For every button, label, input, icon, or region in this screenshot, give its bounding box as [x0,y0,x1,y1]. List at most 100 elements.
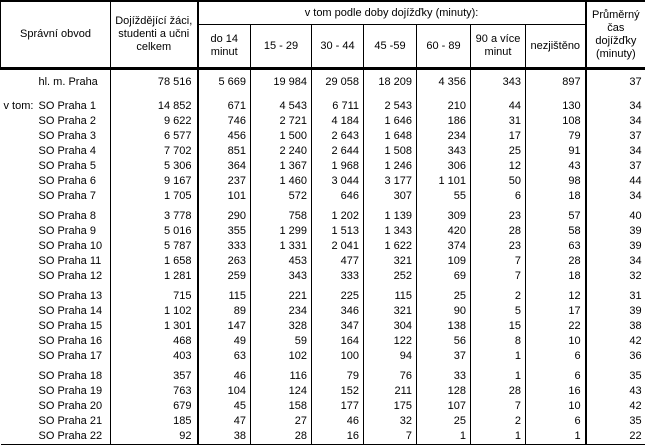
cell-value: 17 [471,129,526,144]
column-header-unknown: nezjištěno [526,25,586,69]
cell-value: 44 [471,97,526,114]
row-label: SO Praha 3 [39,130,96,142]
cell-value: 89 [198,304,251,319]
cell-value: 1 [471,349,526,364]
table-row: SO Praha 12 1 281 259 343 333 252 69 7 1… [1,269,645,284]
cell-value: 259 [198,269,251,284]
cell-average: 32 [586,269,645,284]
cell-total: 468 [111,334,198,349]
cell-total: 357 [111,364,198,384]
cell-value: 1 246 [364,159,417,174]
cell-value: 3 177 [364,174,417,189]
cell-value: 147 [198,319,251,334]
table-row: SO Praha 11 1 658 263 453 477 321 109 7 … [1,254,645,269]
cell-average: 36 [586,349,645,364]
cell-value: 2 041 [312,239,364,254]
cell-value: 1 [526,429,586,445]
cell-value: 306 [417,159,471,174]
cell-total: 5 016 [111,224,198,239]
cell-value: 477 [312,254,364,269]
cell-value: 343 [417,144,471,159]
cell-value: 28 [526,254,586,269]
row-label: SO Praha 15 [39,320,103,332]
cell-value: 25 [417,284,471,304]
cell-value: 90 [417,304,471,319]
row-label: SO Praha 12 [39,270,103,282]
cell-value: 76 [364,364,417,384]
cell-total: 9 167 [111,174,198,189]
cell-value: 347 [312,319,364,334]
cell-value: 1 343 [364,224,417,239]
cell-total: 1 102 [111,304,198,319]
cell-value: 1 139 [364,204,417,224]
column-header-district: Správní obvod [1,1,111,69]
table-row: SO Praha 17 403 63 102 100 94 37 1 6 36 [1,349,645,364]
cell-average: 42 [586,334,645,349]
cell-value: 46 [312,414,364,429]
row-label: SO Praha 13 [39,290,103,302]
cell-value: 115 [198,284,251,304]
cell-total: 3 778 [111,204,198,224]
cell-value: 12 [471,159,526,174]
cell-value: 19 984 [251,69,312,98]
table-row: SO Praha 13 715 115 221 225 115 25 2 12 … [1,284,645,304]
cell-value: 28 [471,224,526,239]
row-label: SO Praha 8 [39,210,96,222]
cell-value: 56 [417,334,471,349]
cell-value: 453 [251,254,312,269]
cell-value: 6 [471,189,526,204]
cell-value: 8 [471,334,526,349]
cell-value: 10 [526,399,586,414]
cell-value: 4 543 [251,97,312,114]
cell-value: 50 [471,174,526,189]
cell-value: 355 [198,224,251,239]
cell-total: 92 [111,429,198,445]
cell-total: 7 702 [111,144,198,159]
cell-value: 18 209 [364,69,417,98]
cell-value: 94 [364,349,417,364]
table-row: SO Praha 18 357 46 116 79 76 33 1 6 35 [1,364,645,384]
cell-value: 234 [417,129,471,144]
cell-value: 456 [198,129,251,144]
cell-value: 746 [198,114,251,129]
cell-average: 39 [586,239,645,254]
cell-average: 22 [586,429,645,445]
cell-value: 346 [312,304,364,319]
cell-value: 18 [526,269,586,284]
table-row: hl. m. Praha 78 516 5 669 19 984 29 058 … [1,69,645,98]
cell-value: 3 044 [312,174,364,189]
cell-average: 40 [586,204,645,224]
cell-value: 18 [526,189,586,204]
table-row: SO Praha 4 7 702 851 2 240 2 644 1 508 3… [1,144,645,159]
cell-value: 321 [364,254,417,269]
row-label: SO Praha 19 [39,385,103,397]
row-label: hl. m. Praha [39,76,98,88]
cell-value: 6 711 [312,97,364,114]
cell-total: 679 [111,399,198,414]
column-group-header-duration: v tom podle doby dojížďky (minuty): [198,1,586,25]
column-header-total: Dojíždějící žáci, studenti a učni celkem [111,1,198,69]
table-row: SO Praha 7 1 705 101 572 646 307 55 6 18… [1,189,645,204]
cell-value: 63 [526,239,586,254]
cell-value: 1 101 [417,174,471,189]
cell-value: 6 [526,349,586,364]
cell-value: 10 [526,334,586,349]
cell-value: 46 [198,364,251,384]
cell-total: 763 [111,384,198,399]
cell-value: 1 [417,429,471,445]
cell-value: 211 [364,384,417,399]
cell-average: 34 [586,97,645,114]
row-label: SO Praha 22 [39,430,103,442]
cell-total: 403 [111,349,198,364]
cell-value: 175 [364,399,417,414]
cell-value: 29 058 [312,69,364,98]
row-label: SO Praha 20 [39,400,103,412]
cell-value: 32 [364,414,417,429]
table-row: SO Praha 19 763 104 124 152 211 128 28 1… [1,384,645,399]
cell-value: 420 [417,224,471,239]
cell-value: 1 500 [251,129,312,144]
row-label: SO Praha 5 [39,160,96,172]
cell-value: 1 [471,364,526,384]
cell-average: 38 [586,319,645,334]
